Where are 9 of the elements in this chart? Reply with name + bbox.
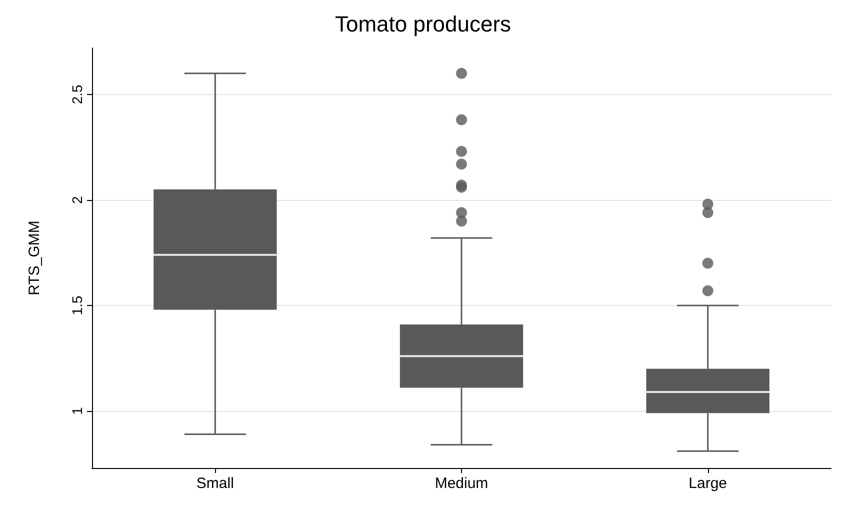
y-axis-title: RTS_GMM: [26, 220, 43, 296]
y-tick-label: 2: [69, 196, 85, 204]
chart-title: Tomato producers: [334, 12, 512, 36]
y-tick-label: 2.5: [69, 84, 85, 104]
x-tick-label: Large: [688, 475, 728, 492]
x-tick-label: Small: [196, 475, 234, 492]
y-tick-label: 1: [69, 406, 85, 415]
y-tick-label: 1.5: [69, 296, 85, 316]
x-tick-label: Medium: [434, 475, 488, 492]
